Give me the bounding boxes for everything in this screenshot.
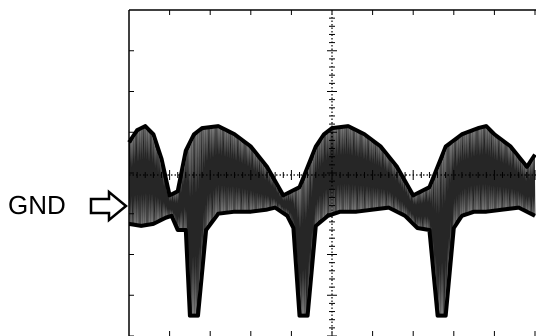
upper-envelope-line <box>127 124 536 198</box>
lower-envelope-line <box>128 205 536 318</box>
gnd-marker: GND <box>8 189 128 223</box>
gnd-label: GND <box>8 190 66 220</box>
waveform-trace <box>127 124 536 318</box>
hollow-right-arrow-icon <box>89 189 128 223</box>
